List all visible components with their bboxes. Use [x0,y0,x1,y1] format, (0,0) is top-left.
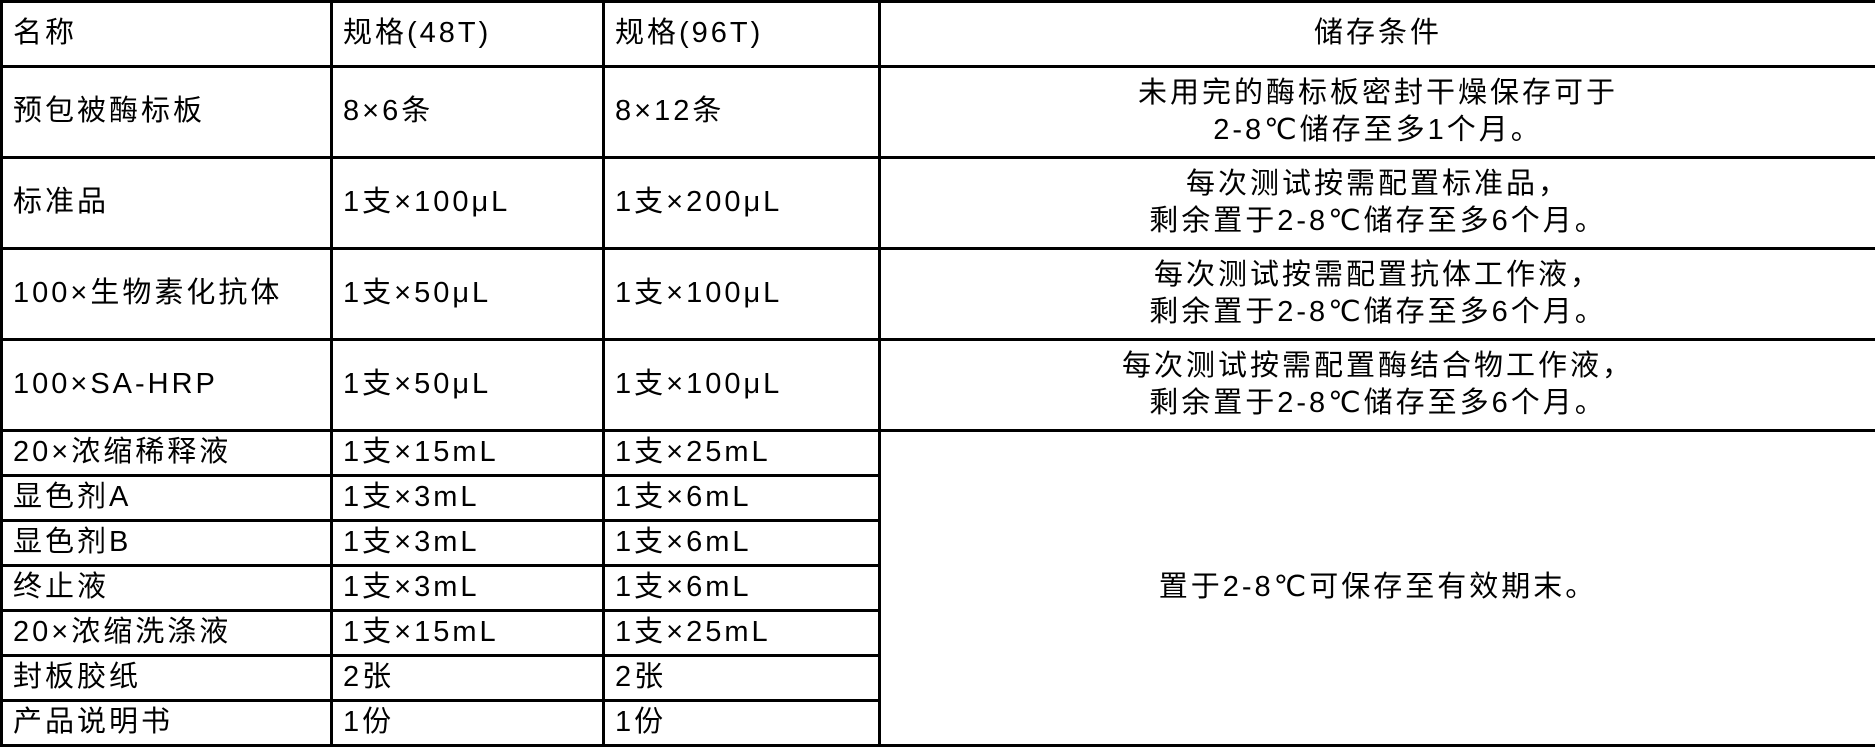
cell-spec-96t: 1支×100μL [602,337,881,432]
cell-component-name: 预包被酶标板 [0,65,333,159]
cell-component-name: 显色剂B [0,518,333,567]
cell-spec-48t: 1支×50μL [330,337,605,432]
cell-spec-96t: 1支×25mL [602,428,881,477]
cell-spec-48t: 1支×100μL [330,155,605,250]
cell-spec-96t: 2张 [602,653,881,702]
cell-component-name: 封板胶纸 [0,653,333,702]
cell-component-name: 终止液 [0,563,333,612]
cell-spec-96t: 1支×6mL [602,473,881,522]
cell-storage-condition: 每次测试按需配置酶结合物工作液， 剩余置于2-8℃储存至多6个月。 [878,337,1875,432]
storage-line: 2-8℃储存至多1个月。 [1213,113,1543,146]
cell-spec-48t: 1支×3mL [330,563,605,612]
table-row: 产品说明书 1份 1份 [0,698,1875,747]
storage-line: 每次测试按需配置酶结合物工作液， [1121,349,1634,382]
cell-component-name: 20×浓缩稀释液 [0,428,333,477]
column-header-storage: 储存条件 [878,0,1875,68]
cell-spec-48t: 2张 [330,653,605,702]
cell-spec-48t: 1支×3mL [330,518,605,567]
cell-component-name: 100×生物素化抗体 [0,246,333,341]
cell-spec-96t: 1支×200μL [602,155,881,250]
cell-component-name: 标准品 [0,155,333,250]
cell-spec-48t: 1份 [330,698,605,747]
cell-spec-96t: 1支×25mL [602,608,881,657]
table-row: 终止液 1支×3mL 1支×6mL [0,563,1875,612]
cell-spec-48t: 1支×15mL [330,428,605,477]
table-row: 显色剂B 1支×3mL 1支×6mL [0,518,1875,567]
storage-line: 每次测试按需配置抗体工作液， [1153,258,1602,291]
table-row: 显色剂A 1支×3mL 1支×6mL [0,473,1875,522]
cell-spec-48t: 1支×15mL [330,608,605,657]
table-row: 100×生物素化抗体 1支×50μL 1支×100μL 每次测试按需配置抗体工作… [0,246,1875,341]
cell-spec-48t: 1支×50μL [330,246,605,341]
cell-storage-condition-merged: 置于2-8℃可保存至有效期末。 [878,428,1875,747]
column-header-name: 名称 [0,0,333,68]
table-row: 100×SA-HRP 1支×50μL 1支×100μL 每次测试按需配置酶结合物… [0,337,1875,432]
table-row: 封板胶纸 2张 2张 [0,653,1875,702]
storage-line: 剩余置于2-8℃储存至多6个月。 [1149,295,1607,328]
cell-component-name: 产品说明书 [0,698,333,747]
cell-spec-96t: 1支×6mL [602,563,881,612]
table-header-row: 名称 规格(48T) 规格(96T) 储存条件 [0,0,1875,68]
cell-component-name: 显色剂A [0,473,333,522]
cell-spec-96t: 8×12条 [602,65,881,159]
cell-spec-96t: 1支×6mL [602,518,881,567]
table-row: 20×浓缩稀释液 1支×15mL 1支×25mL 置于2-8℃可保存至有效期末。 [0,428,1875,747]
table-row: 预包被酶标板 8×6条 8×12条 未用完的酶标板密封干燥保存可于 2-8℃储存… [0,65,1875,159]
storage-line: 剩余置于2-8℃储存至多6个月。 [1149,386,1607,419]
storage-line: 每次测试按需配置标准品， [1185,167,1570,200]
cell-spec-96t: 1份 [602,698,881,747]
cell-component-name: 100×SA-HRP [0,337,333,432]
cell-storage-condition: 未用完的酶标板密封干燥保存可于 2-8℃储存至多1个月。 [878,65,1875,159]
table-row: 标准品 1支×100μL 1支×200μL 每次测试按需配置标准品， 剩余置于2… [0,155,1875,250]
cell-spec-48t: 1支×3mL [330,473,605,522]
table-row: 20×浓缩洗涤液 1支×15mL 1支×25mL [0,608,1875,657]
cell-storage-condition: 每次测试按需配置标准品， 剩余置于2-8℃储存至多6个月。 [878,155,1875,250]
cell-spec-48t: 8×6条 [330,65,605,159]
cell-storage-condition: 每次测试按需配置抗体工作液， 剩余置于2-8℃储存至多6个月。 [878,246,1875,341]
column-header-spec-96t: 规格(96T) [602,0,881,68]
cell-component-name: 20×浓缩洗涤液 [0,608,333,657]
storage-line: 未用完的酶标板密封干燥保存可于 [1137,76,1618,109]
storage-line: 剩余置于2-8℃储存至多6个月。 [1149,204,1607,237]
column-header-spec-48t: 规格(48T) [330,0,605,68]
cell-spec-96t: 1支×100μL [602,246,881,341]
